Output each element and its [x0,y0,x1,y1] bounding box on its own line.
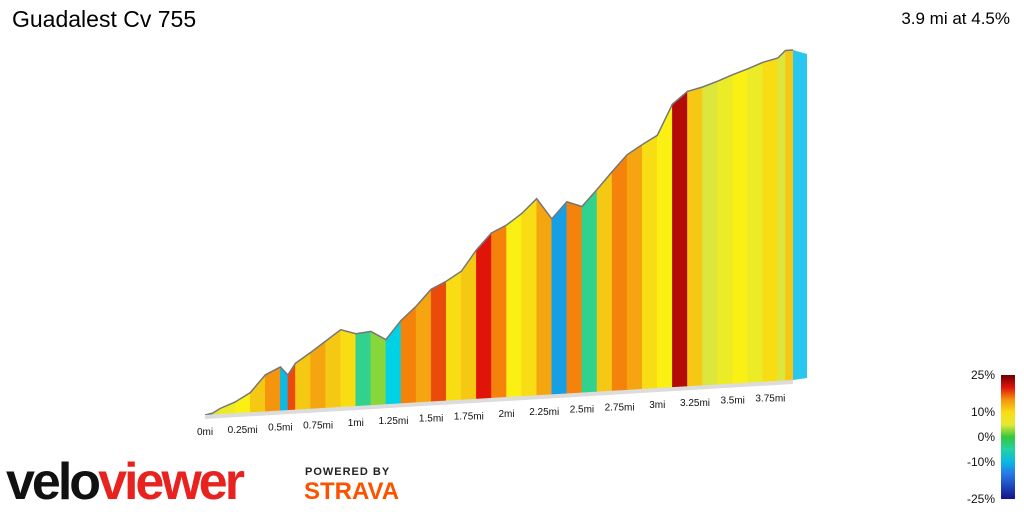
gradient-segment [702,80,718,386]
gradient-segment [732,68,749,384]
gradient-legend: 25% 10% 0% -10% -25% [967,368,1015,506]
x-tick-label: 3mi [649,400,665,411]
x-axis: 0mi 0.25mi 0.5mi 0.75mi 1mi 1.25mi 1.5mi 1.75mi… [197,380,793,438]
gradient-strips [204,49,807,416]
gradient-segment [657,104,673,389]
legend-colorbar [1001,375,1015,499]
gradient-segment [581,188,598,393]
gradient-segment [717,74,733,385]
gradient-segment [536,197,553,396]
x-tick-label: 1.75mi [454,411,484,422]
x-tick-label: 0.75mi [303,420,333,431]
gradient-segment [400,305,417,404]
legend-label: -25% [967,492,995,506]
x-tick-label: 2.75mi [605,402,635,413]
logo-velo: velo [6,453,101,511]
x-tick-label: 0.25mi [228,425,258,436]
x-tick-label: 3.75mi [755,393,785,404]
legend-label: 0% [978,430,996,444]
gradient-segment [611,153,628,392]
gradient-segment [249,374,266,413]
gradient-segment [430,280,447,402]
gradient-segment [672,90,688,388]
x-tick-label: 1.5mi [419,414,443,425]
logo-viewer: viewer [98,453,245,511]
veloviewer-logo[interactable]: veloviewer [6,452,245,512]
gradient-segment [596,171,613,392]
gradient-segment [521,198,537,397]
x-tick-label: 2.25mi [529,407,559,418]
gradient-segment [234,392,251,414]
segment-title: Guadalest Cv 755 [12,6,197,32]
x-tick-label: 3.5mi [720,396,744,407]
gradient-segment [491,224,507,399]
elevation-profile-outline [204,49,794,416]
x-tick-label: 1mi [348,418,364,429]
legend-label: 25% [971,368,995,382]
gradient-segment [476,232,492,400]
gradient-segment [370,330,387,406]
gradient-segment [445,270,462,401]
gradient-segment [506,213,522,398]
x-tick-label: 1.25mi [378,416,408,427]
gradient-segment [355,331,372,407]
gradient-segment [325,329,341,409]
gradient-segment [785,49,794,381]
gradient-segment [340,329,357,408]
gradient-segment [762,57,779,383]
gradient-segment [777,49,786,382]
gradient-segment [626,144,643,391]
gradient-segment [551,201,568,395]
gradient-segment [385,319,402,405]
legend-label: 10% [971,405,995,419]
x-tick-label: 2mi [498,409,514,420]
x-axis-baseline [205,380,793,419]
x-tick-label: 3.25mi [680,398,710,409]
gradient-segment [687,86,703,387]
x-tick-label: 0.5mi [268,423,292,434]
gradient-segment [566,201,583,394]
legend-label: -10% [967,455,995,469]
gradient-segment [461,249,477,401]
x-tick-label: 0mi [197,427,213,438]
profile-end-face [793,50,807,380]
x-tick-label: 2.5mi [570,405,594,416]
segment-summary: 3.9 mi at 4.5% [901,9,1010,28]
gradient-segment [747,61,764,383]
powered-by-label: POWERED BY [305,466,391,478]
gradient-segment [641,134,658,390]
gradient-segment [415,288,432,403]
strava-logo[interactable]: STRAVA [304,478,400,505]
